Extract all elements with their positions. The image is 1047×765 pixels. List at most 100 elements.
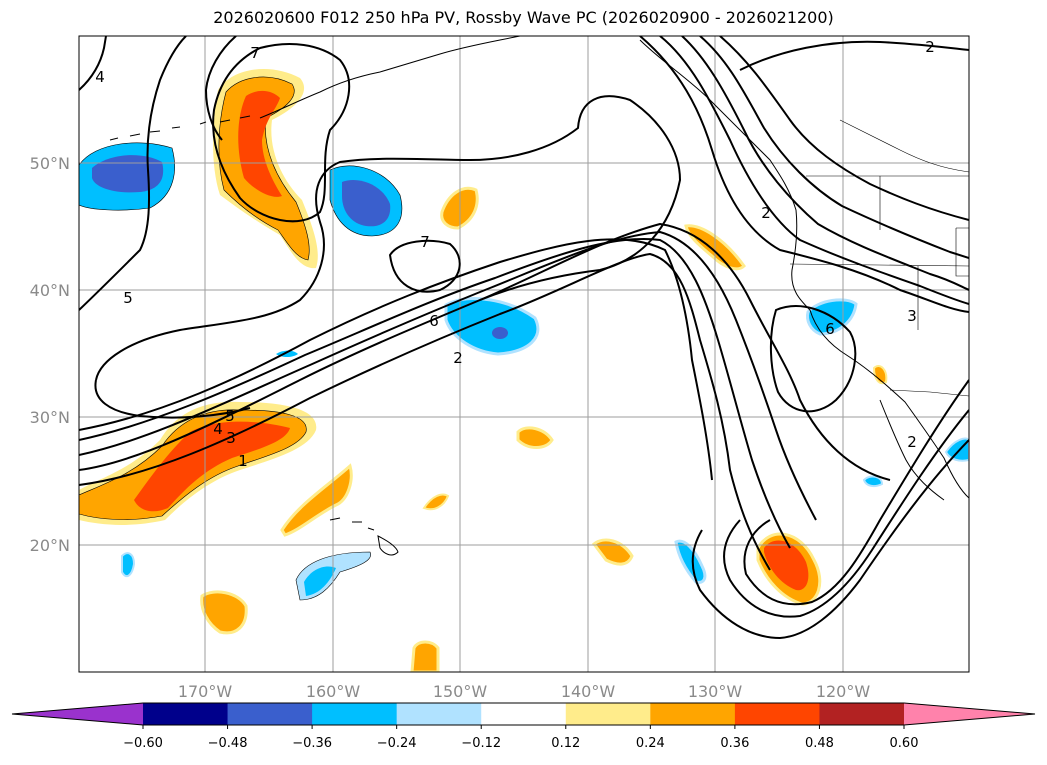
negative-anomaly-patch [862,475,884,488]
pv-contour [681,36,969,291]
us-mexico-border [889,389,969,397]
pv-contour [95,95,682,381]
pv-contour [204,36,237,141]
positive-anomaly-patch [280,463,353,537]
pv-contour [79,238,713,481]
contour-label: 2 [761,204,771,222]
latitude-label: 20°N [30,536,70,555]
colorbar-tick-label: −0.36 [292,736,332,751]
contour-label: 7 [250,44,260,62]
colorbar-tick-label: −0.12 [461,736,501,751]
negative-anomaly-patch [121,552,136,578]
colorbar-tick-label: 0.24 [636,736,665,751]
colorbar-extend-max [904,703,1035,725]
contour-label: 2 [907,433,917,451]
longitude-label: 140°W [561,682,616,701]
colorbar-tick-label: −0.48 [208,736,248,751]
pv-contour [719,36,969,221]
colorbar-segment [734,703,820,725]
colorbar-segment [819,703,905,725]
longitude-label: 150°W [433,682,488,701]
colorbar-segment [396,703,482,725]
colorbar-tick-label: −0.24 [377,736,417,751]
latitude-label: 50°N [30,154,70,173]
hawaii-islands [329,517,399,556]
pv-contour [691,439,969,640]
baja-california-coastline [879,399,945,501]
negative-anomaly-core [304,566,336,596]
positive-anomaly-core [238,90,282,197]
shaded-anomalies [79,68,969,672]
pv-contour [79,238,791,549]
map-plot-area: 7 4 5 7 6 2 5 4 3 1 2 2 6 3 2 [79,36,969,672]
contour-label: 1 [238,452,248,470]
aleutian-islands [109,115,251,141]
negative-anomaly-patch [444,297,540,356]
pv-contour [739,40,969,71]
gridlines [79,36,969,672]
latitude-labels: 50°N 40°N 30°N 20°N [30,154,70,555]
colorbar-segment [143,703,229,725]
positive-anomaly-patch [200,590,248,635]
state-borders [789,119,969,330]
contour-label: 2 [453,349,463,367]
contour-label: 6 [825,320,835,338]
positive-anomaly-patch [872,364,888,385]
longitude-labels: 170°W 160°W 150°W 140°W 130°W 120°W [178,682,871,701]
contour-label: 5 [225,407,235,425]
contour-label: 6 [429,312,439,330]
negative-anomaly-core [92,155,164,193]
negative-anomaly-core [492,327,508,339]
contour-label: 2 [925,38,935,56]
contour-label: 3 [226,429,236,447]
colorbar-segment [312,703,398,725]
pv-contour [659,36,969,305]
alaska-coastline [259,36,521,119]
pv-contour [743,379,969,606]
colorbar-segment [565,703,651,725]
pv-contour [212,43,351,223]
pv-contour [388,239,461,293]
positive-anomaly-core [134,421,290,512]
longitude-label: 160°W [306,682,361,701]
map-frame [78,35,970,673]
positive-anomaly-patch [516,426,554,449]
pv-contour [769,305,857,413]
pv-contour [94,379,251,419]
positive-anomaly-patch [591,538,634,566]
contour-label: 7 [420,233,430,251]
longitude-label: 170°W [178,682,233,701]
pv-contour [723,409,969,618]
positive-anomaly-core [764,540,809,591]
colorbar-segment [650,703,736,725]
positive-anomaly-patch [422,493,450,511]
positive-anomaly-patch [410,640,440,672]
pv-contours [79,36,969,640]
pv-contour [699,36,969,259]
colorbar-extend-min [12,703,143,725]
pv-contour [79,36,107,91]
colorbar-tick-label: 0.48 [805,736,834,751]
contour-label: 3 [907,307,917,325]
contour-label: 4 [95,68,105,86]
contour-labels: 7 4 5 7 6 2 5 4 3 1 2 2 6 3 2 [95,38,935,470]
colorbar: −0.60 −0.48 −0.36 −0.24 −0.12 0.12 0.24 0.36 0.4… [11,702,1036,751]
pv-contour [639,36,969,313]
longitude-label: 120°W [816,682,871,701]
longitude-label: 130°W [688,682,743,701]
pv-contour [79,36,187,311]
colorbar-segment [227,703,313,725]
colorbar-tick-label: 0.36 [720,736,749,751]
negative-anomaly-patch [674,539,707,584]
colorbar-tick-label: 0.12 [551,736,580,751]
latitude-label: 30°N [30,408,70,427]
contour-label: 4 [213,420,223,438]
political-borders [789,119,969,397]
positive-anomaly-patch [440,187,479,230]
latitude-label: 40°N [30,281,70,300]
colorbar-tick-label: 0.60 [890,736,919,751]
contour-label: 5 [123,289,133,307]
coastlines [109,36,969,501]
map-title: 2026020600 F012 250 hPa PV, Rossby Wave … [213,8,834,27]
